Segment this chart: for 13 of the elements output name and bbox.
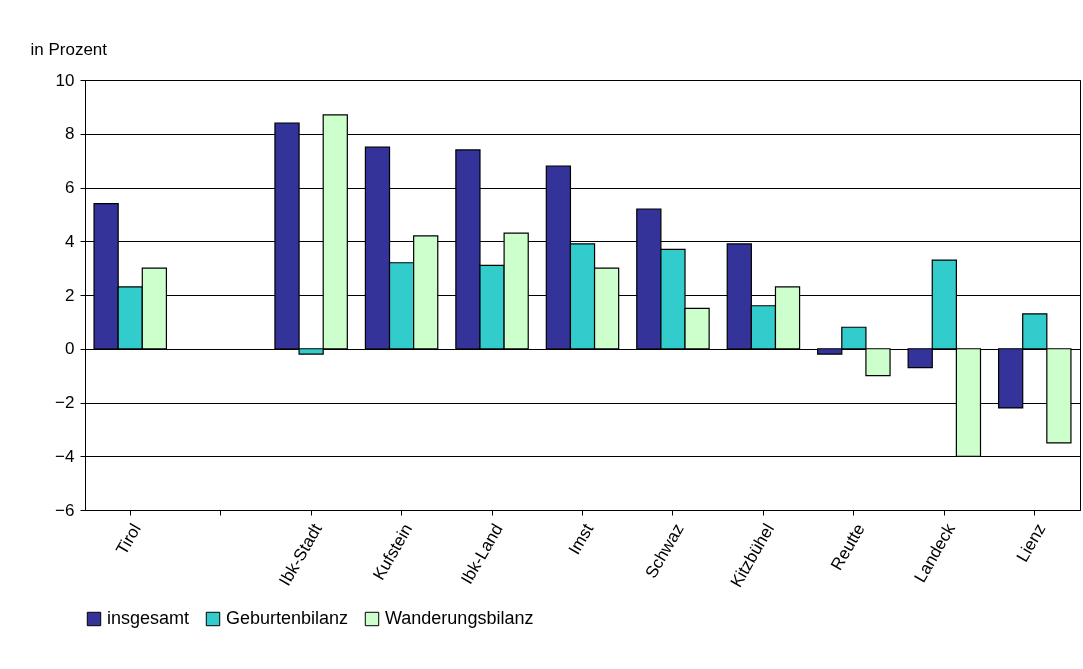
y-axis-title: in Prozent: [30, 39, 108, 59]
y-tick-label: −6: [55, 500, 75, 520]
y-tick-label: 0: [65, 339, 75, 359]
y-tick-label: −2: [55, 393, 75, 412]
legend-label: Geburtenbilanz: [226, 608, 349, 628]
y-tick-label: 2: [65, 285, 75, 305]
y-tick-label: −4: [55, 446, 75, 466]
y-tick-label: 8: [65, 124, 75, 144]
y-tick-label: 6: [65, 178, 75, 197]
y-tick-label: 10: [55, 70, 75, 90]
legend-label: Wanderungsbilanz: [385, 608, 534, 628]
y-tick-label: 4: [65, 231, 75, 251]
legend-label: insgesamt: [107, 608, 190, 628]
